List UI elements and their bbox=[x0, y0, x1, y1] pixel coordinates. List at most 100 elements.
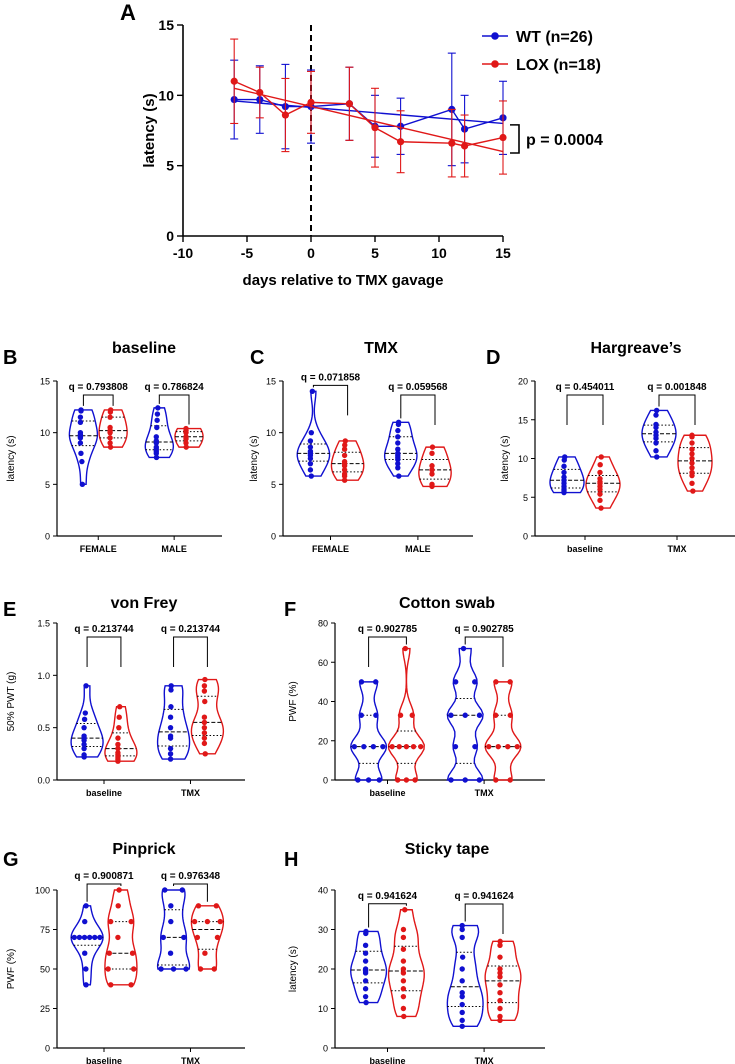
data-point bbox=[168, 903, 174, 909]
y-tick-label: 0 bbox=[523, 532, 528, 542]
data-point bbox=[598, 454, 604, 460]
data-point bbox=[689, 440, 695, 446]
legend-marker bbox=[491, 32, 499, 40]
group-tmx: TMX q = 0.902785 bbox=[446, 624, 522, 798]
data-point bbox=[653, 421, 659, 428]
violin-lox bbox=[190, 903, 225, 972]
data-point bbox=[689, 446, 695, 452]
data-point bbox=[462, 777, 468, 783]
data-point bbox=[307, 444, 314, 450]
data-point bbox=[362, 950, 369, 956]
violin-wt bbox=[383, 419, 418, 479]
data-point bbox=[402, 907, 408, 913]
data-point bbox=[115, 741, 121, 748]
violin-outline bbox=[446, 924, 484, 1027]
data-point bbox=[373, 712, 379, 718]
data-point bbox=[507, 679, 513, 685]
data-point bbox=[689, 432, 695, 438]
data-point bbox=[400, 993, 407, 1000]
x-tick-label: TMX bbox=[181, 1056, 200, 1064]
q-value: q = 0.941624 bbox=[454, 891, 514, 902]
data-point bbox=[653, 412, 659, 418]
significance-bracket bbox=[368, 636, 407, 667]
data-point bbox=[507, 777, 513, 783]
data-point bbox=[400, 958, 407, 964]
panel-label-e: E bbox=[3, 599, 16, 621]
y-tick-label: 5 bbox=[271, 480, 276, 490]
data-point bbox=[307, 467, 314, 473]
violin-outline bbox=[484, 681, 522, 781]
data-point bbox=[341, 467, 348, 473]
y-tick-label: 15 bbox=[266, 377, 276, 387]
panel-title: baseline bbox=[112, 340, 176, 357]
data-point bbox=[497, 1017, 503, 1024]
q-value: q = 0.902785 bbox=[454, 624, 514, 635]
panel-label-g: G bbox=[3, 849, 19, 871]
y-tick-label: 30 bbox=[318, 925, 328, 935]
data-point bbox=[71, 934, 77, 941]
data-point bbox=[448, 777, 454, 783]
data-point bbox=[362, 966, 369, 972]
data-point bbox=[153, 454, 160, 461]
data-point bbox=[76, 934, 83, 941]
data-point bbox=[362, 993, 369, 1000]
q-value: q = 0.902785 bbox=[358, 624, 418, 635]
series-line bbox=[233, 80, 504, 147]
data-point bbox=[653, 440, 659, 446]
data-point bbox=[497, 966, 503, 972]
data-point bbox=[376, 777, 382, 783]
data-point bbox=[400, 978, 407, 984]
y-tick-label: 40 bbox=[318, 886, 328, 896]
data-point bbox=[476, 777, 483, 783]
violin-lox bbox=[174, 425, 204, 450]
data-point bbox=[81, 724, 87, 731]
y-tick-label: 80 bbox=[318, 619, 328, 629]
data-point bbox=[417, 743, 424, 750]
group-baseline: baseline q = 0.213744 bbox=[70, 624, 138, 798]
y-tick-label: 75 bbox=[40, 925, 50, 935]
violin-lox bbox=[330, 438, 365, 483]
y-tick-label: 10 bbox=[518, 454, 528, 464]
data-point bbox=[201, 688, 208, 694]
x-tick-label: FEMALE bbox=[312, 544, 349, 554]
legend-entry: WT (n=26) bbox=[516, 29, 593, 46]
violin-outline bbox=[104, 706, 138, 762]
y-tick-label: 0.0 bbox=[37, 776, 50, 786]
data-point bbox=[115, 735, 121, 741]
data-point bbox=[256, 88, 264, 97]
panel-title: Pinprick bbox=[112, 841, 175, 858]
data-point bbox=[380, 743, 386, 750]
data-point bbox=[400, 1005, 407, 1012]
violin-outline bbox=[387, 647, 425, 781]
data-point bbox=[472, 679, 478, 685]
violin-wt bbox=[446, 922, 484, 1029]
data-point bbox=[653, 448, 659, 454]
data-point bbox=[459, 1001, 465, 1008]
data-point bbox=[653, 407, 660, 414]
panel-title: TMX bbox=[364, 340, 398, 357]
data-point bbox=[179, 887, 186, 893]
group-baseline: baseline q = 0.900871 bbox=[70, 871, 138, 1064]
data-point bbox=[562, 454, 568, 460]
data-point bbox=[460, 645, 467, 652]
x-tick-label: FEMALE bbox=[80, 544, 117, 554]
panel-title: Sticky tape bbox=[405, 841, 490, 858]
data-point bbox=[115, 745, 121, 752]
data-point bbox=[362, 958, 369, 964]
data-point bbox=[429, 481, 435, 488]
data-point bbox=[116, 887, 122, 893]
data-point bbox=[77, 419, 84, 426]
panel-g: G Pinprick 0 25 50 75 100 PWF (%) baseline q = 0.… bbox=[3, 841, 245, 1064]
data-point bbox=[597, 497, 603, 504]
data-point bbox=[497, 1005, 503, 1012]
y-tick-label: 60 bbox=[318, 658, 328, 668]
x-tick-label: MALE bbox=[161, 544, 187, 554]
data-point bbox=[409, 712, 415, 718]
data-point bbox=[561, 469, 567, 476]
significance-bracket bbox=[312, 384, 349, 416]
data-point bbox=[373, 679, 379, 685]
data-point bbox=[81, 752, 87, 758]
violin-outline bbox=[350, 930, 388, 1004]
data-point bbox=[308, 429, 315, 436]
data-point bbox=[308, 473, 314, 479]
